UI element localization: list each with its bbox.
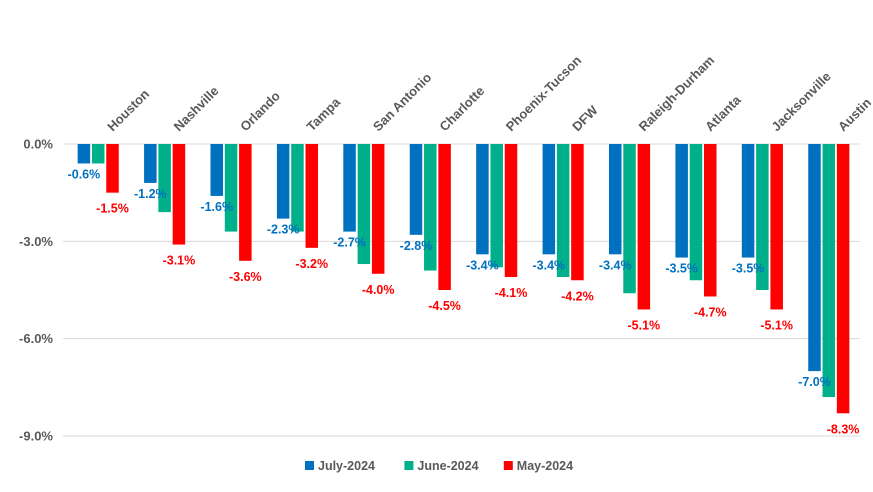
data-label-july-2024-orlando: -1.6% xyxy=(200,200,233,214)
bar-may-2024-houston xyxy=(106,144,119,193)
data-label-may-2024-austin: -8.3% xyxy=(827,422,860,436)
bar-july-2024-dfw xyxy=(542,144,556,255)
bar-july-2024-jacksonville xyxy=(741,144,755,258)
bar-may-2024-austin xyxy=(836,144,850,414)
data-label-july-2024-tampa: -2.3% xyxy=(267,223,300,237)
category-label-atlanta: Atlanta xyxy=(702,92,744,134)
bar-july-2024-austin xyxy=(808,144,821,372)
data-label-july-2024-austin: -7.0% xyxy=(798,375,831,389)
category-label-tampa: Tampa xyxy=(304,94,344,134)
data-label-may-2024-phoenix-tucson: -4.1% xyxy=(495,286,528,300)
category-label-san-antonio: San Antonio xyxy=(370,70,434,134)
bar-may-2024-phoenix-tucson xyxy=(504,144,518,278)
bar-july-2024-atlanta xyxy=(675,144,688,258)
legend-swatch-may-2024 xyxy=(503,461,513,470)
data-label-may-2024-nashville: -3.1% xyxy=(163,254,196,268)
bar-may-2024-tampa xyxy=(305,144,319,248)
data-label-may-2024-charlotte: -4.5% xyxy=(428,299,461,313)
bar-july-2024-raleigh-durham xyxy=(608,144,622,255)
legend-label-july-2024: July-2024 xyxy=(318,459,375,473)
y-tick-label: -6.0% xyxy=(19,331,53,346)
bar-may-2024-nashville xyxy=(172,144,186,245)
category-label-houston: Houston xyxy=(104,86,152,134)
bars xyxy=(77,144,850,414)
bar-may-2024-raleigh-durham xyxy=(637,144,651,310)
data-label-may-2024-jacksonville: -5.1% xyxy=(760,318,793,332)
data-label-july-2024-atlanta: -3.5% xyxy=(665,262,698,276)
category-label-dfw: DFW xyxy=(569,102,601,134)
data-label-may-2024-dfw: -4.2% xyxy=(561,289,594,303)
bar-june-2024-orlando xyxy=(224,144,238,232)
bar-july-2024-orlando xyxy=(210,144,223,196)
y-tick-label: 0.0% xyxy=(23,137,53,152)
data-label-may-2024-san-antonio: -4.0% xyxy=(362,283,395,297)
data-label-may-2024-atlanta: -4.7% xyxy=(694,305,727,319)
bar-june-2024-dfw xyxy=(556,144,570,278)
data-label-july-2024-san-antonio: -2.7% xyxy=(333,236,366,250)
gridlines xyxy=(63,143,860,437)
bar-july-2024-tampa xyxy=(276,144,290,219)
y-tick-label: -3.0% xyxy=(19,234,53,249)
legend: July-2024 June-2024 May-2024 xyxy=(305,459,573,473)
bar-june-2024-atlanta xyxy=(689,144,703,281)
bar-may-2024-orlando xyxy=(239,144,252,261)
data-label-july-2024-jacksonville: -3.5% xyxy=(732,262,765,276)
category-label-jacksonville: Jacksonville xyxy=(768,69,833,134)
data-label-july-2024-charlotte: -2.8% xyxy=(400,239,433,253)
bar-june-2024-houston xyxy=(91,144,105,164)
bar-may-2024-san-antonio xyxy=(371,144,385,274)
bar-july-2024-san-antonio xyxy=(343,144,356,232)
data-labels: -0.6% -1.5% -1.2% -3.1% -1.6% -3.6% -2.3% -3.2%… xyxy=(68,167,860,436)
bar-june-2024-nashville xyxy=(158,144,171,213)
bar-june-2024-jacksonville xyxy=(756,144,769,290)
bar-june-2024-charlotte xyxy=(424,144,437,271)
y-axis: 0.0% -3.0% -6.0% -9.0% xyxy=(19,137,53,444)
bar-june-2024-raleigh-durham xyxy=(623,144,636,294)
bar-july-2024-houston xyxy=(77,144,91,164)
category-labels: Houston Nashville Orlando Tampa San Antonio C… xyxy=(104,53,873,135)
bar-may-2024-dfw xyxy=(571,144,584,281)
bar-june-2024-austin xyxy=(822,144,836,398)
category-label-austin: Austin xyxy=(835,95,873,134)
legend-label-may-2024: May-2024 xyxy=(517,459,573,473)
data-label-july-2024-phoenix-tucson: -3.4% xyxy=(466,258,499,272)
data-label-july-2024-houston: -0.6% xyxy=(68,167,101,181)
data-label-july-2024-dfw: -3.4% xyxy=(532,258,565,272)
data-label-may-2024-tampa: -3.2% xyxy=(295,257,328,271)
category-label-orlando: Orlando xyxy=(237,88,283,134)
data-label-may-2024-orlando: -3.6% xyxy=(229,270,262,284)
legend-label-june-2024: June-2024 xyxy=(417,459,478,473)
bar-july-2024-nashville xyxy=(144,144,157,183)
bar-july-2024-charlotte xyxy=(409,144,423,235)
data-label-may-2024-raleigh-durham: -5.1% xyxy=(628,318,661,332)
y-tick-label: -9.0% xyxy=(19,429,53,444)
bar-june-2024-phoenix-tucson xyxy=(490,144,503,268)
data-label-july-2024-raleigh-durham: -3.4% xyxy=(599,258,632,272)
data-label-july-2024-nashville: -1.2% xyxy=(134,187,167,201)
category-label-charlotte: Charlotte xyxy=(436,83,487,134)
bar-may-2024-charlotte xyxy=(438,144,451,290)
legend-swatch-june-2024 xyxy=(404,461,414,470)
bar-may-2024-atlanta xyxy=(704,144,717,297)
category-label-nashville: Nashville xyxy=(171,83,222,134)
bar-may-2024-jacksonville xyxy=(770,144,783,310)
legend-swatch-july-2024 xyxy=(305,461,314,470)
bar-june-2024-tampa xyxy=(291,144,304,232)
data-label-may-2024-houston: -1.5% xyxy=(96,202,129,216)
bar-june-2024-san-antonio xyxy=(357,144,371,265)
bar-july-2024-phoenix-tucson xyxy=(476,144,489,255)
